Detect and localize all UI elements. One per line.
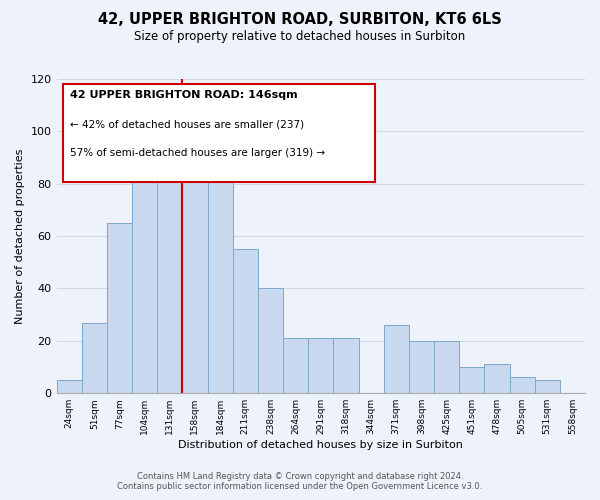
- Bar: [82, 322, 107, 393]
- Text: 42 UPPER BRIGHTON ROAD: 146sqm: 42 UPPER BRIGHTON ROAD: 146sqm: [70, 90, 298, 100]
- Text: Contains public sector information licensed under the Open Government Licence v3: Contains public sector information licen…: [118, 482, 482, 491]
- Bar: [208, 160, 233, 393]
- Bar: [434, 341, 459, 393]
- Bar: [509, 378, 535, 393]
- Y-axis label: Number of detached properties: Number of detached properties: [15, 148, 25, 324]
- X-axis label: Distribution of detached houses by size in Surbiton: Distribution of detached houses by size …: [178, 440, 463, 450]
- Text: Size of property relative to detached houses in Surbiton: Size of property relative to detached ho…: [134, 30, 466, 43]
- Bar: [409, 341, 434, 393]
- Bar: [484, 364, 509, 393]
- Bar: [107, 223, 132, 393]
- Bar: [56, 380, 82, 393]
- Bar: [132, 152, 157, 393]
- Text: 42, UPPER BRIGHTON ROAD, SURBITON, KT6 6LS: 42, UPPER BRIGHTON ROAD, SURBITON, KT6 6…: [98, 12, 502, 28]
- Text: ← 42% of detached houses are smaller (237): ← 42% of detached houses are smaller (23…: [70, 119, 304, 129]
- Bar: [459, 367, 484, 393]
- Bar: [283, 338, 308, 393]
- Bar: [258, 288, 283, 393]
- Text: Contains HM Land Registry data © Crown copyright and database right 2024.: Contains HM Land Registry data © Crown c…: [137, 472, 463, 481]
- Bar: [308, 338, 334, 393]
- Bar: [182, 142, 208, 393]
- Bar: [535, 380, 560, 393]
- Bar: [334, 338, 359, 393]
- Bar: [233, 249, 258, 393]
- Bar: [383, 325, 409, 393]
- Bar: [157, 142, 182, 393]
- Text: 57% of semi-detached houses are larger (319) →: 57% of semi-detached houses are larger (…: [70, 148, 325, 158]
